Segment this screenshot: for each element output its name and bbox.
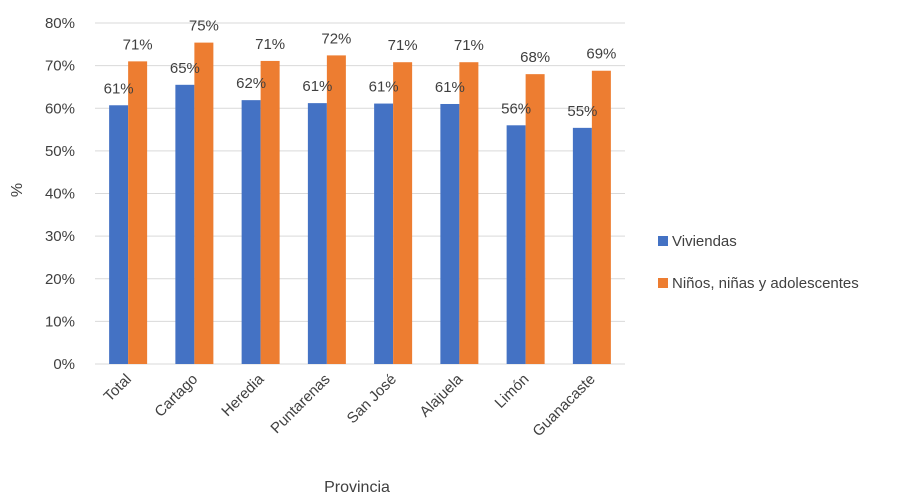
- data-label: 65%: [170, 60, 200, 77]
- bar-viviendas: [572, 127, 592, 364]
- data-label: 75%: [189, 18, 219, 35]
- x-tick-label: Total: [101, 371, 135, 405]
- x-axis-title: Provincia: [324, 479, 390, 494]
- x-tick-label: Guanacaste: [529, 371, 598, 440]
- y-tick-label: 60%: [45, 100, 75, 117]
- bar-viviendas: [175, 84, 195, 365]
- bar-viviendas: [440, 103, 460, 365]
- data-label: 55%: [567, 103, 597, 120]
- bar-viviendas: [374, 103, 394, 364]
- x-axis-ticks: Total Cartago Heredia Puntarenas San José Ala…: [101, 370, 599, 440]
- data-label: 61%: [369, 79, 399, 96]
- data-label: 69%: [586, 46, 616, 63]
- bar-viviendas: [307, 103, 327, 364]
- y-tick-label: 30%: [45, 228, 75, 245]
- y-tick-label: 80%: [45, 15, 75, 32]
- y-tick-label: 20%: [45, 271, 75, 288]
- data-label: 61%: [104, 80, 134, 97]
- bar-viviendas: [241, 100, 261, 365]
- data-label: 72%: [321, 30, 351, 47]
- x-tick-label: San José: [344, 371, 400, 427]
- data-label: 71%: [255, 36, 285, 53]
- legend: Viviendas Niños, niñas y adolescentes: [658, 233, 859, 292]
- data-label: 61%: [302, 78, 332, 95]
- bar-ninos: [525, 74, 545, 365]
- data-label: 68%: [520, 49, 550, 66]
- y-tick-label: 70%: [45, 58, 75, 75]
- y-tick-label: 0%: [53, 356, 75, 373]
- x-tick-label: Alajuela: [416, 370, 466, 420]
- y-axis-title: %: [9, 183, 26, 197]
- data-label: 62%: [236, 75, 266, 92]
- x-tick-label: Puntarenas: [267, 371, 333, 437]
- legend-swatch-viviendas: [658, 236, 668, 246]
- bars: [109, 42, 611, 365]
- bar-ninos: [459, 62, 479, 365]
- bar-ninos: [260, 60, 280, 364]
- legend-label-ninos: Niños, niñas y adolescentes: [672, 275, 859, 292]
- data-label: 71%: [123, 36, 153, 53]
- legend-label-viviendas: Viviendas: [672, 233, 737, 250]
- data-labels: 61% 71% 65% 75% 62% 71% 61% 72% 61% 71% 61% 71% 56% 6…: [104, 18, 617, 120]
- bar-ninos: [393, 62, 413, 365]
- data-label: 71%: [388, 37, 418, 54]
- y-axis-ticks: 0% 10% 20% 30% 40% 50% 60% 70% 80%: [45, 15, 75, 373]
- y-tick-label: 50%: [45, 143, 75, 160]
- bar-ninos: [326, 55, 346, 365]
- legend-swatch-ninos: [658, 278, 668, 288]
- x-tick-label: Cartago: [151, 371, 201, 421]
- data-label: 56%: [501, 100, 531, 117]
- x-tick-label: Limón: [492, 371, 533, 412]
- bar-ninos: [194, 42, 214, 365]
- bar-ninos: [591, 70, 611, 365]
- x-tick-label: Heredia: [218, 370, 268, 420]
- bar-viviendas: [506, 125, 526, 364]
- bar-ninos: [128, 61, 148, 365]
- bar-viviendas: [109, 105, 129, 365]
- y-tick-label: 10%: [45, 313, 75, 330]
- data-label: 61%: [435, 79, 465, 96]
- data-label: 71%: [454, 37, 484, 54]
- y-tick-label: 40%: [45, 186, 75, 203]
